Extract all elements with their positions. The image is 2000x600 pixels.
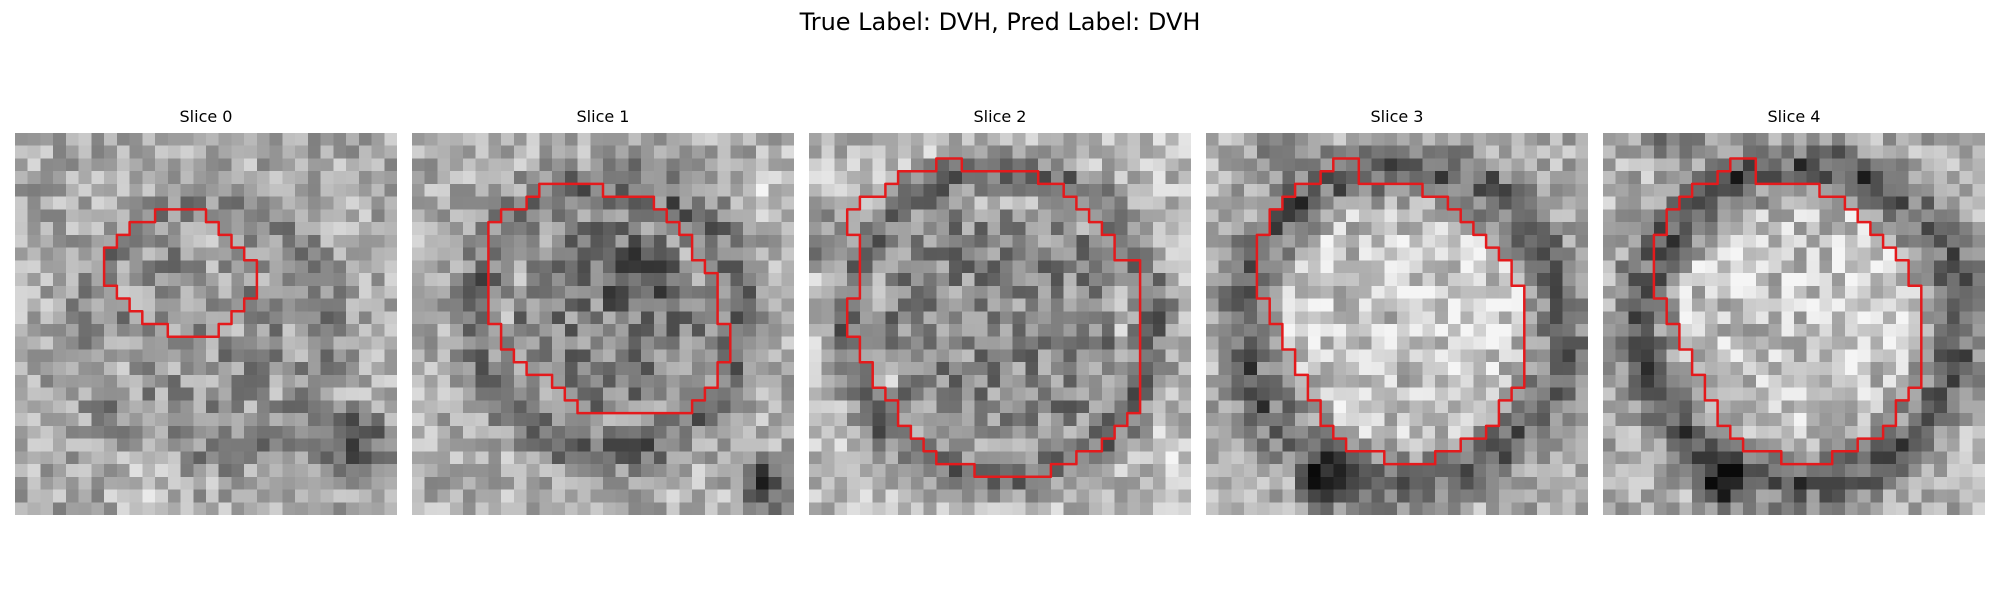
slice-svg-2 [809, 133, 1191, 515]
slice-panel-0: Slice 0 [15, 106, 397, 515]
segmentation-contour-4 [1652, 157, 1923, 466]
slice-title-4: Slice 4 [1767, 107, 1821, 126]
slice-svg-0 [15, 133, 397, 515]
figure-suptitle: True Label: DVH, Pred Label: DVH [799, 8, 1201, 36]
slice-panel-3: Slice 3 [1206, 106, 1588, 515]
segmentation-contour-3 [1255, 157, 1526, 466]
segmentation-contour-2 [845, 157, 1142, 479]
slice-panel-1: Slice 1 [412, 106, 794, 515]
segmentation-contour-1 [487, 182, 732, 415]
slice-title-0: Slice 0 [179, 107, 233, 126]
slice-image-4 [1603, 133, 1985, 515]
slice-title-2: Slice 2 [973, 107, 1027, 126]
slice-title-3: Slice 3 [1370, 107, 1424, 126]
slice-image-0 [15, 133, 397, 515]
slice-image-1 [412, 133, 794, 515]
slice-panel-2: Slice 2 [809, 106, 1191, 515]
slice-title-1: Slice 1 [576, 107, 630, 126]
segmentation-contour-0 [102, 208, 259, 338]
slice-image-2 [809, 133, 1191, 515]
slice-svg-1 [412, 133, 794, 515]
slice-svg-4 [1603, 133, 1985, 515]
slice-image-3 [1206, 133, 1588, 515]
slice-svg-3 [1206, 133, 1588, 515]
slice-panel-4: Slice 4 [1603, 106, 1985, 515]
